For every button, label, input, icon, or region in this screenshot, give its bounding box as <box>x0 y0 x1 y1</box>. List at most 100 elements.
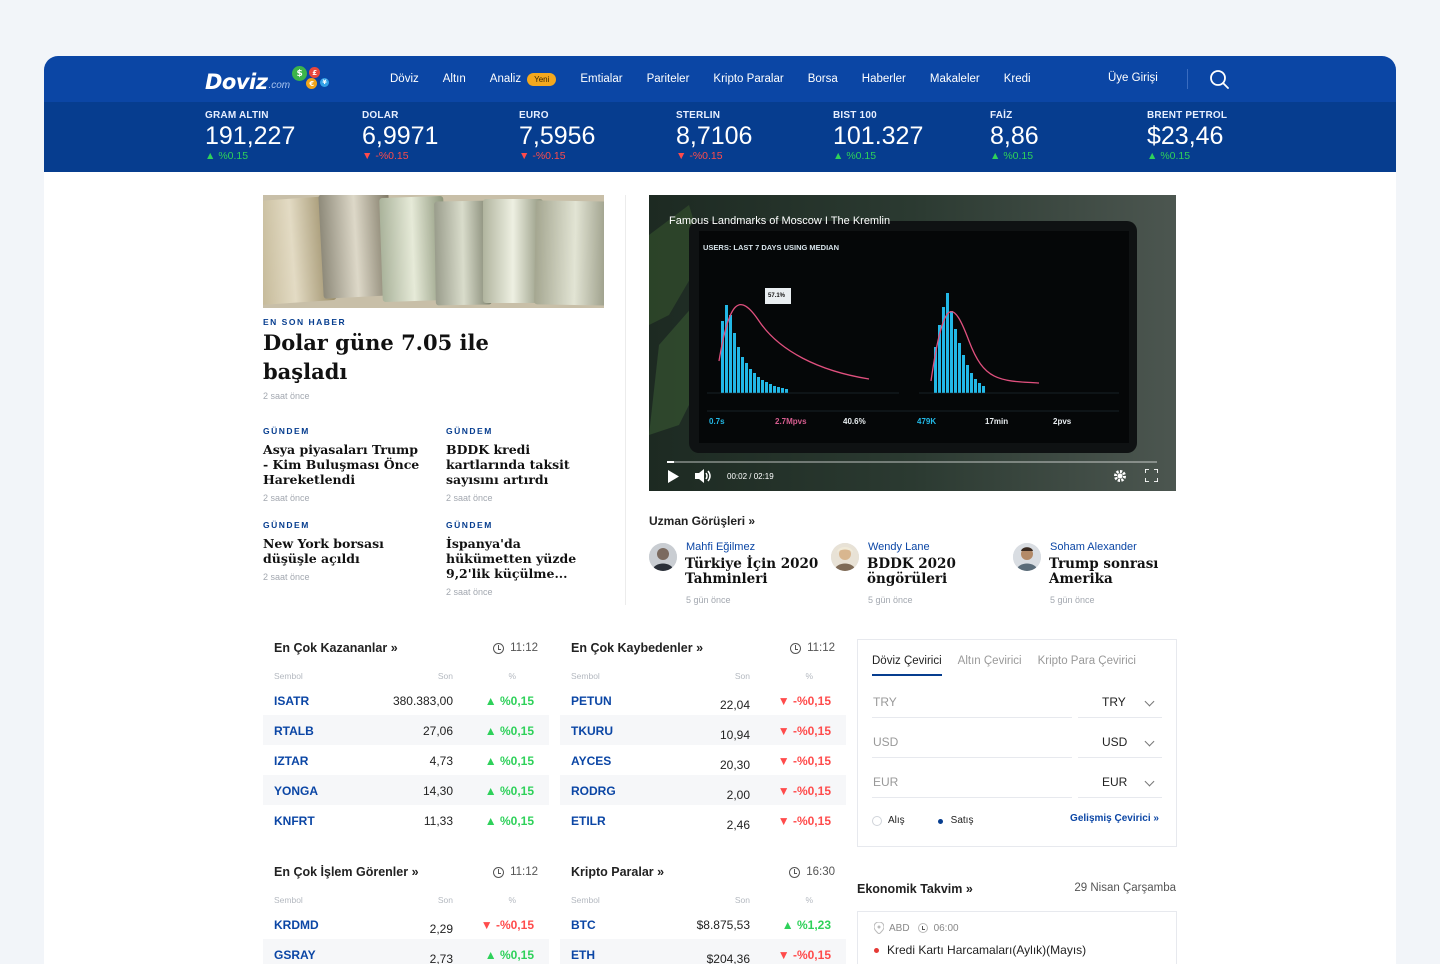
row-symbol[interactable]: ETH <box>571 948 595 962</box>
tab-altin-cevirici[interactable]: Altın Çevirici <box>957 655 1022 667</box>
ticker-change-value: %0.15 <box>218 150 249 162</box>
ticker-item-sterlin[interactable]: STERLIN 8,7106 ▼ -%0.15 <box>676 110 752 162</box>
dashboard-metric: 40.6% <box>843 417 866 426</box>
nav-item-haberler[interactable]: Haberler <box>861 73 906 85</box>
nav-item-altin[interactable]: Altın <box>442 73 466 85</box>
expert-article-title[interactable]: BDDK 2020 öngörüleri <box>867 556 956 587</box>
row-symbol[interactable]: GSRAY <box>274 948 316 962</box>
nav-item-kripto[interactable]: Kripto Paralar <box>713 73 784 85</box>
row-change-value: %0,15 <box>499 948 534 962</box>
settings-gear-icon[interactable] <box>1113 469 1127 483</box>
nav-item-pariteler[interactable]: Pariteler <box>646 73 690 85</box>
table-row[interactable]: AYCES 20,30 ▼ -%0,15 <box>560 745 846 775</box>
table-row[interactable]: KNFRT 11,33 ▲ %0,15 <box>263 805 549 835</box>
nav-item-kredi[interactable]: Kredi <box>1003 73 1031 85</box>
expert-article-title[interactable]: Trump sonrası Amerika <box>1049 556 1159 587</box>
row-symbol[interactable]: BTC <box>571 918 596 932</box>
search-icon[interactable] <box>1209 69 1229 89</box>
table-row[interactable]: GSRAY 2,73 ▲ %0,15 <box>263 939 549 964</box>
nav-item-emtialar[interactable]: Emtialar <box>580 73 623 85</box>
video-player[interactable]: USERS: LAST 7 DAYS USING MEDIAN 57.1% 0.… <box>649 195 1176 491</box>
table-row[interactable]: YONGA 14,30 ▲ %0,15 <box>263 775 549 805</box>
chevron-down-icon <box>1144 696 1155 707</box>
table-row[interactable]: RTALB 27,06 ▲ %0,15 <box>263 715 549 745</box>
site-logo[interactable]: Doviz .com $ £ € ¥ <box>205 66 332 94</box>
table-title[interactable]: En Çok Kazananlar » <box>274 641 398 655</box>
ticker-item-gram-altin[interactable]: GRAM ALTIN 191,227 ▲ %0.15 <box>205 110 295 162</box>
euro-coin-icon: € <box>306 78 318 89</box>
table-row[interactable]: KRDMD 2,29 ▼ -%0,15 <box>263 909 549 939</box>
expert-article-time: 5 gün önce <box>1050 595 1095 605</box>
calendar-event[interactable]: Kredi Kartı Harcamaları(Aylık)(Mayıs) <box>874 943 1086 957</box>
featured-news-image[interactable] <box>263 195 604 308</box>
table-row[interactable]: ETILR 2,46 ▼ -%0,15 <box>560 805 846 835</box>
ticker-item-brent-petrol[interactable]: BRENT PETROL $23,46 ▲ %0.15 <box>1147 110 1227 162</box>
radio-satis[interactable] <box>935 816 945 826</box>
amount-input-try[interactable]: TRY <box>872 688 1072 718</box>
row-symbol[interactable]: IZTAR <box>274 754 309 768</box>
tab-kripto-cevirici[interactable]: Kripto Para Çevirici <box>1037 655 1136 667</box>
featured-news-title[interactable]: Dolar güne 7.05 ile başladı <box>263 330 489 384</box>
nav-item-borsa[interactable]: Borsa <box>807 73 838 85</box>
row-symbol[interactable]: ETILR <box>571 814 606 828</box>
table-header: En Çok İşlem Görenler » 11:12 <box>263 863 549 883</box>
economic-calendar-heading[interactable]: Ekonomik Takvim » <box>857 882 973 896</box>
table-row[interactable]: TKURU 10,94 ▼ -%0,15 <box>560 715 846 745</box>
table-row[interactable]: RODRG 2,00 ▼ -%0,15 <box>560 775 846 805</box>
amount-input-eur[interactable]: EUR <box>872 768 1072 798</box>
row-symbol[interactable]: TKURU <box>571 724 613 738</box>
experts-heading[interactable]: Uzman Görüşleri » <box>649 514 756 528</box>
radio-alis[interactable] <box>872 815 882 826</box>
fullscreen-icon[interactable] <box>1145 469 1158 482</box>
table-row[interactable]: PETUN 22,04 ▼ -%0,15 <box>560 685 846 715</box>
currency-select-eur[interactable]: EUR <box>1078 768 1162 798</box>
volume-icon[interactable] <box>695 469 713 483</box>
converter-row: TRY TRY <box>872 688 1162 718</box>
nav-item-makaleler[interactable]: Makaleler <box>929 73 980 85</box>
row-symbol[interactable]: AYCES <box>571 754 612 768</box>
expert-name[interactable]: Soham Alexander <box>1050 541 1137 553</box>
table-row[interactable]: BTC $8.875,53 ▲ %1,23 <box>560 909 846 939</box>
ticker-item-bist100[interactable]: BIST 100 101.327 ▲ %0.15 <box>833 110 923 162</box>
expert-name[interactable]: Wendy Lane <box>868 541 930 553</box>
expert-article-title[interactable]: Türkiye İçin 2020 Tahminleri <box>685 556 819 587</box>
table-title[interactable]: En Çok Kaybedenler » <box>571 641 703 655</box>
row-symbol[interactable]: YONGA <box>274 784 319 798</box>
ticker-item-euro[interactable]: EURO 7,5956 ▼ -%0.15 <box>519 110 595 162</box>
table-header: En Çok Kaybedenler » 11:12 <box>560 639 846 659</box>
row-symbol[interactable]: RODRG <box>571 784 616 798</box>
nav-divider <box>1187 69 1188 89</box>
currency-select-usd[interactable]: USD <box>1078 728 1162 758</box>
expert-name[interactable]: Mahfi Eğilmez <box>686 541 756 553</box>
advanced-converter-link[interactable]: Gelişmiş Çevirici » <box>1070 813 1159 824</box>
nav-item-doviz[interactable]: Döviz <box>390 73 419 85</box>
play-icon[interactable] <box>667 470 679 483</box>
pound-coin-icon: £ <box>309 67 321 78</box>
news-title[interactable]: Asya piyasaları Trump - Kim Buluşması Ön… <box>263 442 420 487</box>
currency-select-try[interactable]: TRY <box>1078 688 1162 718</box>
table-title[interactable]: Kripto Paralar » <box>571 865 664 879</box>
login-link[interactable]: Üye Girişi <box>1108 72 1158 84</box>
row-symbol[interactable]: ISATR <box>274 694 310 708</box>
table-row[interactable]: ISATR 380.383,00 ▲ %0,15 <box>263 685 549 715</box>
tab-doviz-cevirici[interactable]: Döviz Çevirici <box>872 655 942 676</box>
news-title[interactable]: New York borsası düşüşle açıldı <box>263 536 384 566</box>
ticker-item-dolar[interactable]: DOLAR 6,9971 ▼ -%0.15 <box>362 110 438 162</box>
row-change-value: -%0,15 <box>792 724 831 738</box>
nav-item-analiz[interactable]: Analiz Yeni <box>490 72 557 86</box>
table-row[interactable]: IZTAR 4,73 ▲ %0,15 <box>263 745 549 775</box>
row-symbol[interactable]: RTALB <box>274 724 314 738</box>
news-title[interactable]: İspanya'da hükümetten yüzde 9,2'lik küçü… <box>446 536 577 581</box>
row-symbol[interactable]: PETUN <box>571 694 612 708</box>
row-value: 22,04 <box>719 698 750 712</box>
row-symbol[interactable]: KRDMD <box>274 918 319 932</box>
ticker-item-faiz[interactable]: FAİZ 8,86 ▲ %0.15 <box>990 110 1039 162</box>
table-row[interactable]: ETH $204,36 ▼ -%0,15 <box>560 939 846 964</box>
video-screen: USERS: LAST 7 DAYS USING MEDIAN 57.1% 0.… <box>699 231 1129 443</box>
row-symbol[interactable]: KNFRT <box>274 814 315 828</box>
news-title[interactable]: BDDK kredi kartlarında taksit sayısını a… <box>446 442 570 487</box>
amount-input-usd[interactable]: USD <box>872 728 1072 758</box>
video-progress-track[interactable] <box>667 461 1157 463</box>
news-time: 2 saat önce <box>263 572 310 582</box>
table-title[interactable]: En Çok İşlem Görenler » <box>274 865 419 879</box>
